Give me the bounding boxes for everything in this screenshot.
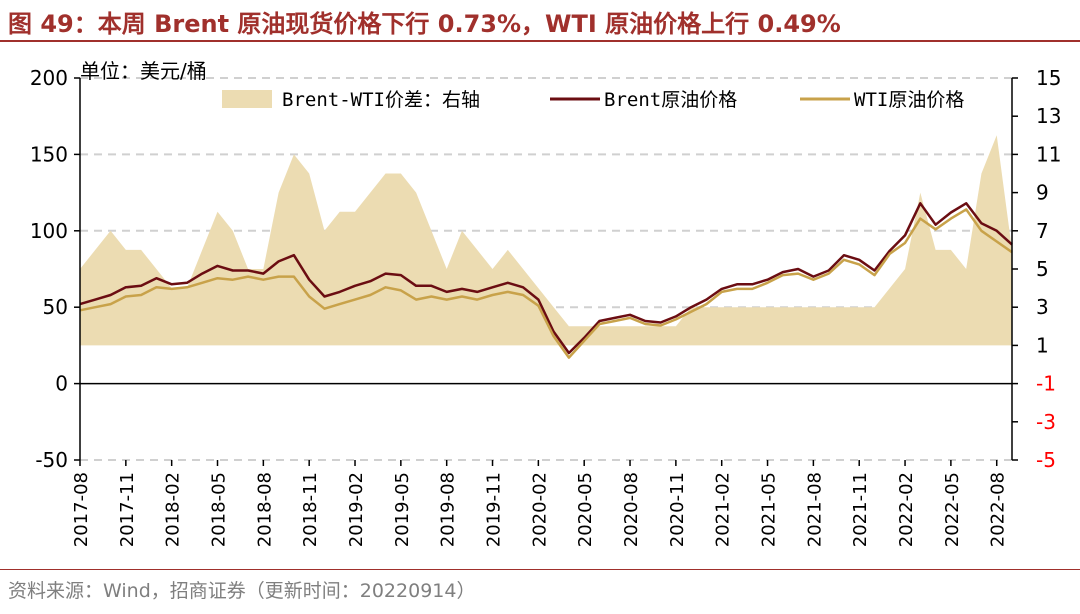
y-left-tick-label: 200	[30, 66, 68, 90]
x-tick-label: 2020-11	[667, 472, 688, 547]
x-tick-label: 2017-08	[71, 472, 92, 547]
x-tick-label: 2020-08	[621, 472, 642, 547]
x-tick-label: 2021-11	[850, 472, 871, 547]
y-right-tick-label: 1	[1036, 333, 1049, 357]
x-tick-label: 2018-11	[300, 472, 321, 547]
y-right-tick-label: 13	[1036, 104, 1061, 128]
x-tick-label: 2019-02	[346, 472, 367, 547]
y-right-tick-label: 5	[1036, 257, 1049, 281]
legend: Brent-WTI价差：右轴 Brent原油价格 WTI原油价格	[222, 89, 964, 111]
series-line-wti	[79, 208, 1013, 359]
y-left-tick-label: -50	[35, 448, 68, 472]
x-tick-label: 2020-02	[529, 472, 550, 547]
x-tick-label: 2019-08	[438, 472, 459, 547]
spread-area-layer	[80, 135, 1012, 346]
y-right-tick-label: 9	[1036, 181, 1049, 205]
y-left-tick-label: 100	[30, 219, 68, 243]
y-left-tick-label: 150	[30, 142, 68, 166]
legend-label-spread: Brent-WTI价差：右轴	[282, 89, 480, 111]
price-lines-layer	[79, 202, 1013, 359]
x-tick-label: 2021-02	[713, 472, 734, 547]
series-area-spread	[80, 135, 1012, 346]
legend-label-brent: Brent原油价格	[604, 89, 737, 111]
y-right-tick-label: -1	[1036, 372, 1056, 396]
y-left-tick-label: 50	[43, 295, 68, 319]
chart-title: 图 49：本周 Brent 原油现货价格下行 0.73%，WTI 原油价格上行 …	[8, 10, 841, 38]
x-tick-label: 2017-11	[117, 472, 138, 547]
y-right-tick-label: 7	[1036, 219, 1049, 243]
legend-label-wti: WTI原油价格	[854, 89, 964, 111]
x-tick-label: 2019-11	[484, 472, 505, 547]
unit-label: 单位：美元/桶	[80, 59, 207, 83]
x-tick-label: 2022-05	[942, 472, 963, 547]
legend-swatch-spread	[222, 90, 272, 108]
x-tick-label: 2022-02	[896, 472, 917, 547]
x-tick-label: 2021-08	[804, 472, 825, 547]
x-tick-label: 2018-08	[254, 472, 275, 547]
axes	[74, 77, 1018, 466]
x-tick-label: 2019-05	[392, 472, 413, 547]
y-left-tick-label: 0	[55, 372, 68, 396]
x-tick-label: 2020-05	[575, 472, 596, 547]
y-right-tick-label: 15	[1036, 66, 1061, 90]
title-divider	[0, 40, 1080, 42]
source-note: 资料来源：Wind，招商证券（更新时间：20220914）	[8, 580, 476, 602]
series-line-brent	[79, 202, 1013, 355]
y-right-tick-label: -3	[1036, 410, 1056, 434]
y-right-tick-label: 11	[1036, 142, 1061, 166]
y-right-tick-label: -5	[1036, 448, 1056, 472]
footer-divider	[0, 569, 1080, 570]
y-right-tick-label: 3	[1036, 295, 1049, 319]
x-tick-label: 2022-08	[988, 472, 1009, 547]
x-tick-label: 2021-05	[759, 472, 780, 547]
x-tick-label: 2018-02	[163, 472, 184, 547]
x-tick-label: 2018-05	[209, 472, 230, 547]
